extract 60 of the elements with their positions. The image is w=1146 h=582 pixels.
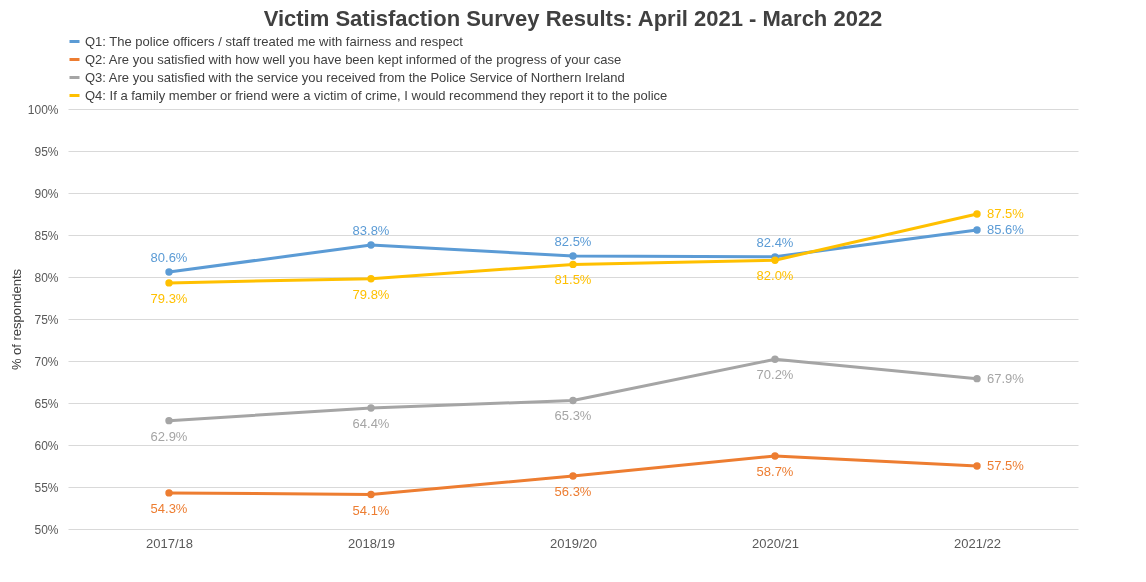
point	[973, 210, 981, 218]
data-label: 82.4%	[756, 234, 794, 250]
point	[973, 226, 981, 234]
data-label: 67.9%	[987, 370, 1025, 386]
point	[367, 241, 375, 249]
y-axis-title: % of respondents	[8, 268, 24, 371]
data-label: 81.5%	[554, 272, 592, 288]
point	[367, 490, 375, 499]
data-label: 65.3%	[554, 408, 592, 424]
point	[165, 279, 173, 287]
point	[165, 489, 173, 497]
y-tick-label: 55%	[34, 480, 59, 495]
point	[771, 355, 779, 364]
y-tick-label: 60%	[34, 438, 59, 453]
data-label: 85.6%	[987, 221, 1025, 237]
point	[973, 374, 981, 383]
y-tick-label: 70%	[34, 354, 59, 369]
point	[165, 268, 173, 276]
data-label: 82.0%	[756, 268, 794, 284]
data-label: 58.7%	[756, 463, 794, 479]
y-tick-label: 80%	[34, 270, 59, 285]
point	[569, 252, 577, 260]
y-tick-label: 95%	[34, 144, 59, 159]
y-tick-label: 65%	[34, 396, 59, 411]
data-label: 82.5%	[554, 234, 592, 249]
x-tick-label: 2020/21	[752, 535, 799, 551]
x-tick-label: 2019/20	[550, 535, 597, 551]
data-label: 57.5%	[987, 458, 1025, 473]
point	[569, 472, 577, 480]
point	[569, 396, 577, 405]
point	[771, 452, 779, 460]
data-label: 79.8%	[352, 286, 390, 302]
data-label: 64.4%	[352, 416, 390, 432]
legend-label: Q1: The police officers / staff treated me with fairness and respect	[85, 33, 464, 49]
y-tick-label: 75%	[34, 312, 59, 327]
point	[367, 404, 375, 412]
data-label: 83.8%	[352, 223, 390, 239]
data-label: 80.6%	[150, 249, 188, 265]
y-tick-label: 90%	[34, 186, 59, 201]
data-label: 87.5%	[987, 206, 1025, 221]
y-tick-label: 100%	[27, 102, 59, 117]
legend-label: Q4: If a family member or friend were a victim of crime, I would recommend they report it to the police	[85, 87, 668, 103]
point	[569, 260, 577, 269]
data-label: 56.3%	[554, 484, 592, 500]
x-tick-label: 2017/18	[146, 535, 193, 551]
x-tick-label: 2021/22	[954, 535, 1001, 551]
y-tick-label: 85%	[34, 228, 59, 243]
data-label: 54.3%	[150, 500, 188, 516]
data-label: 54.1%	[352, 502, 390, 518]
data-label: 70.2%	[756, 367, 794, 383]
chart-title: Victim Satisfaction Survey Results: April 2021 - March 2022	[263, 6, 883, 31]
legend-label: Q2: Are you satisfied with how well you have been kept informed of the progress of your case	[85, 51, 622, 67]
data-label: 79.3%	[150, 290, 188, 306]
legend-label: Q3: Are you satisfied with the service you received from the Police Service of Northern Ireland	[85, 69, 625, 85]
point	[973, 462, 981, 470]
point	[367, 274, 375, 283]
x-tick-label: 2018/19	[348, 535, 395, 551]
data-label: 62.9%	[150, 428, 188, 444]
point	[165, 416, 173, 425]
y-tick-label: 50%	[34, 522, 59, 537]
